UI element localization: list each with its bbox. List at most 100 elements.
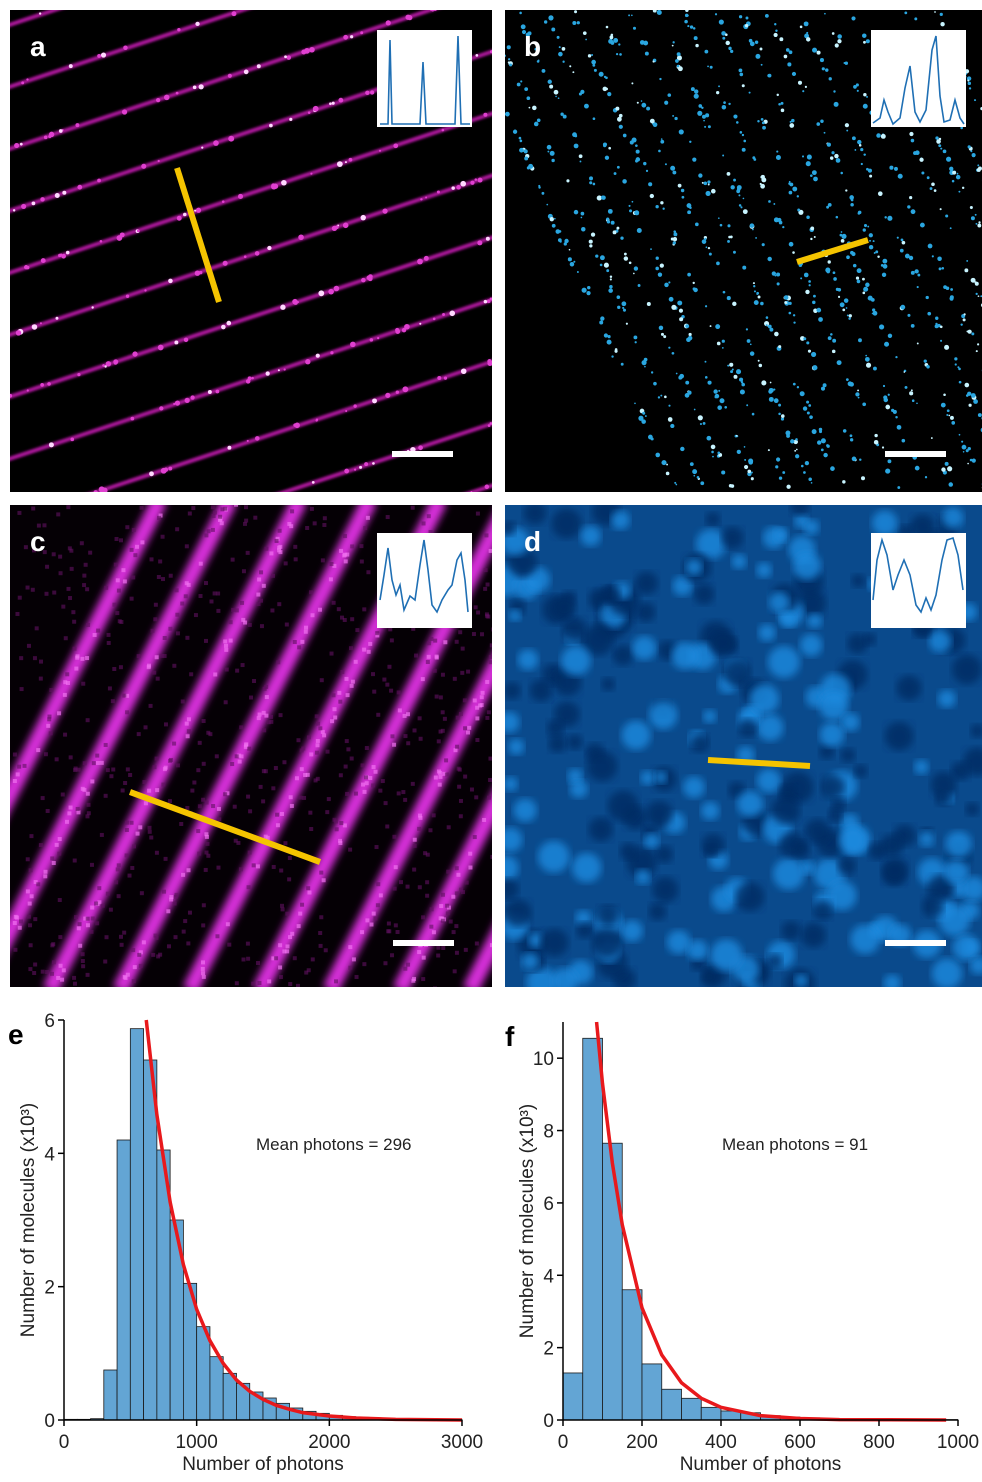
pixel <box>427 655 431 659</box>
speckle <box>40 383 44 387</box>
pixel <box>100 761 104 765</box>
pixel <box>187 729 191 733</box>
speckle <box>871 298 875 302</box>
blob <box>945 831 972 858</box>
pixel <box>375 845 379 849</box>
speckle <box>716 262 720 266</box>
speckle <box>726 41 730 45</box>
speckle <box>228 74 232 78</box>
speckle <box>779 37 783 41</box>
pixel <box>381 779 385 783</box>
speckle <box>739 15 742 18</box>
speckle <box>949 297 953 301</box>
pixel <box>184 594 188 598</box>
pixel <box>466 730 470 734</box>
speckle <box>131 417 135 421</box>
speckle <box>866 96 868 98</box>
pixel <box>309 827 313 831</box>
speckle <box>729 484 733 488</box>
figure: abcd 02460100020003000Number of photonsN… <box>0 0 982 1477</box>
speckle <box>574 211 576 213</box>
pixel <box>125 525 129 529</box>
speckle <box>232 11 237 16</box>
speckle <box>935 136 938 139</box>
y-tick-label: 0 <box>44 1411 55 1432</box>
pixel <box>128 874 132 878</box>
pixel <box>251 982 255 986</box>
speckle <box>246 379 251 384</box>
pixel <box>406 741 410 745</box>
pixel <box>224 644 228 648</box>
pixel <box>443 640 447 644</box>
blob <box>561 646 591 676</box>
speckle <box>802 155 804 157</box>
blob <box>530 679 552 701</box>
speckle <box>767 257 771 261</box>
pixel <box>211 528 215 532</box>
scale-bar <box>392 451 453 457</box>
pixel <box>207 529 211 533</box>
speckle <box>547 145 552 150</box>
speckle <box>444 377 447 380</box>
bar <box>104 1370 117 1420</box>
pixel <box>437 769 441 773</box>
pixel <box>403 798 407 802</box>
speckle <box>722 340 725 343</box>
pixel <box>44 752 48 756</box>
pixel <box>28 923 32 927</box>
pixel <box>83 761 87 765</box>
speckle <box>529 107 531 109</box>
pixel <box>58 935 62 939</box>
speckle <box>919 158 923 162</box>
pixel <box>488 778 492 782</box>
speckle <box>343 223 349 229</box>
pixel <box>306 773 310 777</box>
pixel <box>315 714 319 718</box>
speckle <box>948 482 953 487</box>
speckle <box>739 204 741 206</box>
pixel <box>348 966 352 970</box>
pixel <box>365 746 369 750</box>
speckle <box>866 39 870 43</box>
speckle <box>836 288 839 291</box>
pixel <box>81 952 85 956</box>
blob <box>672 642 699 669</box>
pixel <box>158 559 162 563</box>
speckle <box>866 363 871 368</box>
speckle <box>830 333 833 336</box>
speckle <box>418 445 423 450</box>
speckle <box>559 240 561 242</box>
pixel <box>116 578 120 582</box>
speckle <box>826 444 829 447</box>
blob <box>863 633 876 646</box>
pixel <box>202 719 206 723</box>
speckle <box>940 340 942 342</box>
pixel <box>204 868 208 872</box>
pixel <box>107 633 111 637</box>
pixel <box>24 545 28 549</box>
speckle <box>792 187 797 192</box>
speckle <box>581 217 583 219</box>
speckle <box>265 0 270 4</box>
speckle <box>661 460 666 465</box>
speckle <box>199 84 204 89</box>
speckle <box>606 218 609 221</box>
pixel <box>290 932 294 936</box>
speckle <box>808 350 811 353</box>
blob <box>884 975 901 992</box>
blob <box>938 690 956 708</box>
speckle <box>851 252 855 256</box>
pixel <box>385 683 389 687</box>
pixel <box>67 811 71 815</box>
speckle <box>653 9 657 13</box>
pixel <box>278 550 282 554</box>
blob <box>935 791 950 806</box>
speckle <box>789 50 793 54</box>
pixel <box>437 739 441 743</box>
pixel <box>496 937 500 941</box>
speckle <box>895 356 897 358</box>
bar <box>701 1407 721 1420</box>
speckle <box>722 37 725 40</box>
speckle <box>803 471 806 474</box>
speckle <box>361 278 366 283</box>
